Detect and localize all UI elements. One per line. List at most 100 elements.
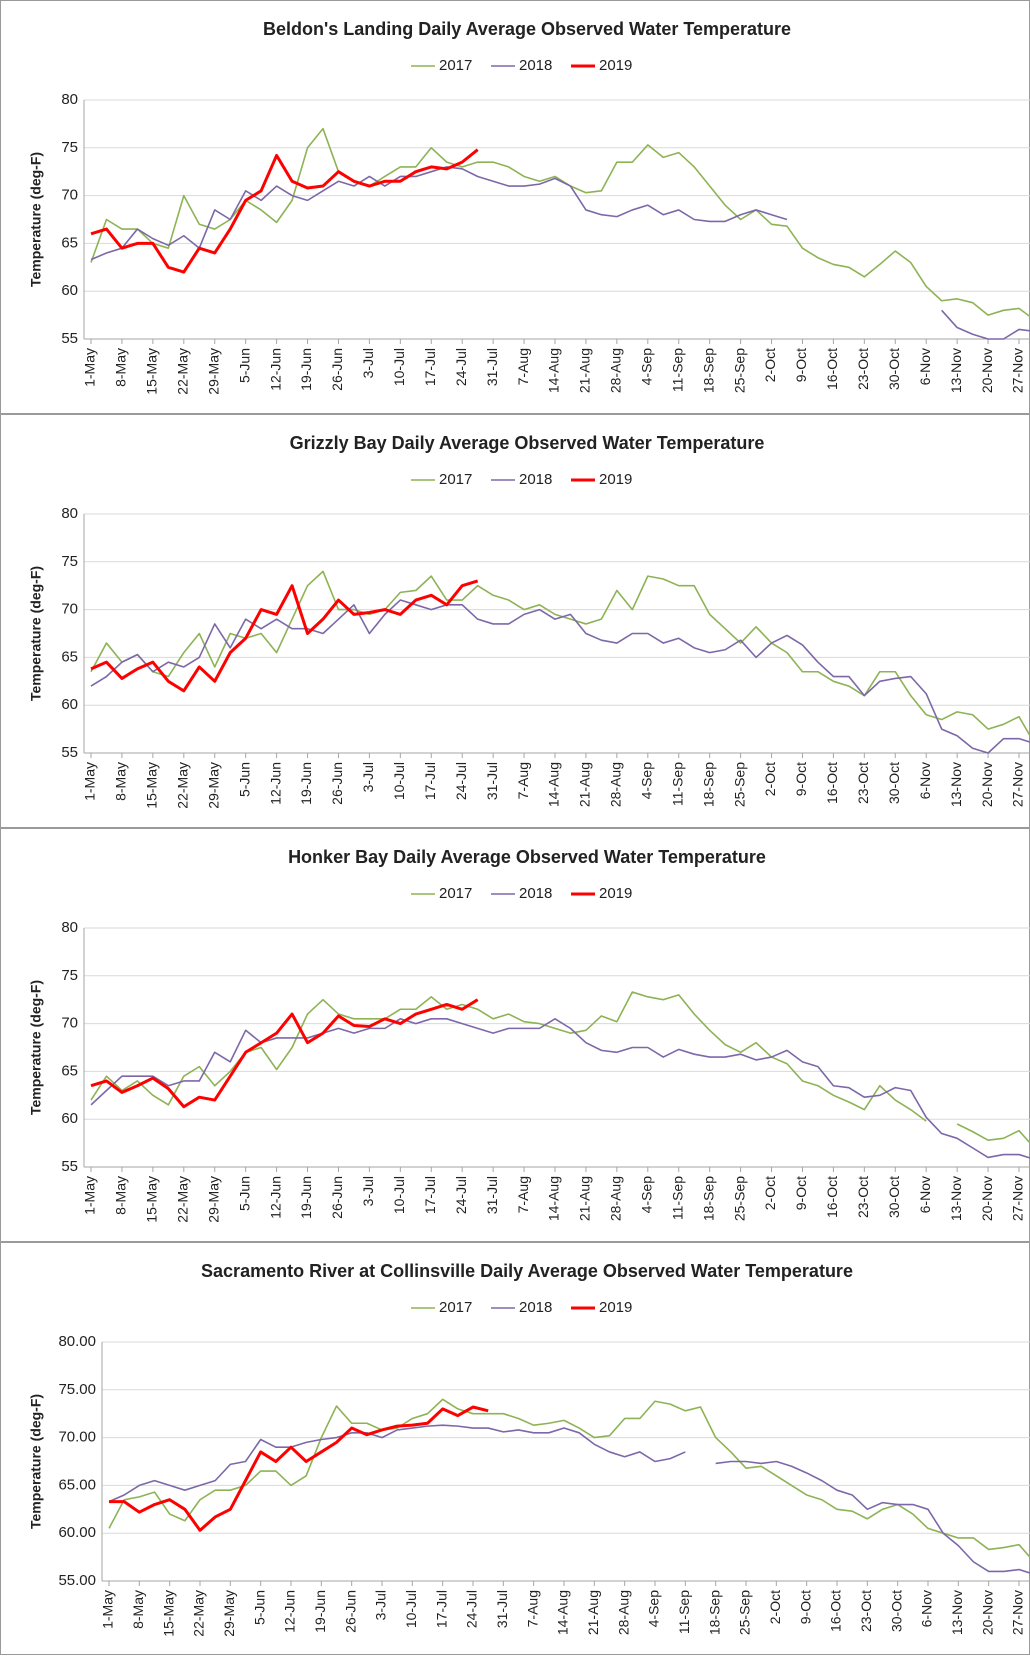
legend-label: 2017 — [439, 1299, 472, 1316]
x-tick-label: 11-Sep — [676, 1590, 692, 1634]
x-tick-label: 29-May — [221, 1590, 237, 1637]
y-tick-label: 65 — [61, 234, 78, 251]
y-axis-title: Temperature (deg-F) — [28, 566, 44, 701]
x-tick-label: 18-Sep — [700, 762, 716, 807]
x-tick-label: 19-Jun — [298, 762, 314, 805]
x-tick-label: 22-May — [175, 348, 191, 395]
x-tick-label: 6-Nov — [917, 762, 933, 799]
x-tick-label: 6-Nov — [919, 1590, 935, 1627]
y-axis-title: Temperature (deg-F) — [28, 980, 44, 1115]
x-tick-label: 8-May — [113, 762, 129, 801]
y-tick-label: 55 — [61, 330, 78, 347]
x-tick-label: 20-Nov — [979, 1590, 995, 1635]
y-tick-label: 65 — [61, 1062, 78, 1079]
x-tick-label: 19-Jun — [298, 1176, 314, 1219]
x-tick-label: 26-Jun — [329, 348, 345, 391]
x-tick-label: 15-May — [144, 348, 160, 395]
x-tick-label: 31-Jul — [484, 762, 500, 800]
legend-label: 2019 — [599, 885, 632, 902]
x-tick-label: 29-May — [205, 1176, 221, 1223]
series-line — [91, 167, 1030, 339]
x-tick-label: 23-Oct — [855, 348, 871, 390]
x-tick-label: 10-Jul — [391, 348, 407, 386]
x-tick-label: 7-Aug — [515, 348, 531, 385]
x-tick-label: 29-May — [205, 348, 221, 395]
x-tick-label: 31-Jul — [494, 1590, 510, 1628]
x-tick-label: 27-Nov — [1010, 762, 1026, 807]
x-tick-label: 24-Jul — [464, 1590, 480, 1628]
x-tick-label: 30-Oct — [888, 1590, 904, 1632]
x-tick-label: 5-Jun — [236, 1176, 252, 1211]
x-tick-label: 9-Oct — [793, 1176, 809, 1210]
x-tick-label: 23-Oct — [855, 762, 871, 804]
chart-panel: Beldon's Landing Daily Average Observed … — [1, 1, 1030, 414]
y-tick-label: 60 — [61, 1110, 78, 1127]
x-tick-label: 18-Sep — [706, 1590, 722, 1635]
x-tick-label: 9-Oct — [793, 762, 809, 796]
series-line — [91, 600, 1030, 753]
x-tick-label: 12-Jun — [267, 348, 283, 391]
x-tick-label: 25-Sep — [731, 762, 747, 807]
x-tick-label: 7-Aug — [524, 1590, 540, 1627]
x-tick-label: 18-Sep — [700, 348, 716, 393]
x-tick-label: 16-Oct — [824, 1176, 840, 1218]
x-tick-label: 4-Sep — [639, 348, 655, 386]
x-tick-label: 24-Jul — [453, 348, 469, 386]
x-tick-label: 17-Jul — [433, 1590, 449, 1628]
y-tick-label: 80 — [61, 505, 78, 522]
x-tick-label: 15-May — [160, 1590, 176, 1637]
x-tick-label: 1-May — [82, 1176, 98, 1215]
y-tick-label: 65 — [61, 648, 78, 665]
y-axis-title: Temperature (deg-F) — [28, 1394, 44, 1529]
y-tick-label: 60 — [61, 696, 78, 713]
x-tick-label: 12-Jun — [267, 1176, 283, 1219]
x-tick-label: 22-May — [191, 1590, 207, 1637]
x-tick-label: 23-Oct — [855, 1176, 871, 1218]
legend-label: 2017 — [439, 471, 472, 488]
legend-label: 2019 — [599, 57, 632, 74]
y-tick-label: 75 — [61, 553, 78, 570]
x-tick-label: 8-May — [113, 1176, 129, 1215]
legend-label: 2018 — [519, 57, 552, 74]
y-tick-label: 75.00 — [58, 1381, 96, 1398]
x-tick-label: 28-Aug — [615, 1590, 631, 1635]
x-tick-label: 13-Nov — [949, 1590, 965, 1635]
x-tick-label: 26-Jun — [329, 762, 345, 805]
y-tick-label: 75 — [61, 967, 78, 984]
x-tick-label: 1-May — [82, 348, 98, 387]
chart-title: Grizzly Bay Daily Average Observed Water… — [290, 433, 765, 453]
y-tick-label: 80 — [61, 91, 78, 108]
x-tick-label: 3-Jul — [360, 348, 376, 378]
y-tick-label: 80 — [61, 919, 78, 936]
legend-label: 2017 — [439, 57, 472, 74]
x-tick-label: 10-Jul — [391, 1176, 407, 1214]
y-tick-label: 55 — [61, 1158, 78, 1175]
x-tick-label: 3-Jul — [360, 762, 376, 792]
x-tick-label: 31-Jul — [484, 348, 500, 386]
series-line — [109, 1425, 1030, 1574]
y-tick-label: 55.00 — [58, 1572, 96, 1589]
y-tick-label: 65.00 — [58, 1476, 96, 1493]
x-tick-label: 17-Jul — [422, 1176, 438, 1214]
x-tick-label: 23-Oct — [858, 1590, 874, 1632]
x-tick-label: 20-Nov — [979, 348, 995, 393]
x-tick-label: 3-Jul — [360, 1176, 376, 1206]
x-tick-label: 11-Sep — [669, 762, 685, 806]
x-tick-label: 30-Oct — [886, 348, 902, 390]
legend-label: 2019 — [599, 1299, 632, 1316]
x-tick-label: 29-May — [205, 762, 221, 809]
y-tick-label: 70 — [61, 601, 78, 618]
x-tick-label: 12-Jun — [282, 1590, 298, 1633]
y-axis-title: Temperature (deg-F) — [28, 152, 44, 287]
chart-panel: Sacramento River at Collinsville Daily A… — [1, 1243, 1030, 1655]
y-tick-label: 60 — [61, 282, 78, 299]
y-tick-label: 60.00 — [58, 1524, 96, 1541]
x-tick-label: 1-May — [82, 762, 98, 801]
x-tick-label: 2-Oct — [762, 762, 778, 796]
y-tick-label: 75 — [61, 139, 78, 156]
x-tick-label: 14-Aug — [546, 1176, 562, 1221]
x-tick-label: 4-Sep — [646, 1590, 662, 1628]
x-tick-label: 28-Aug — [608, 1176, 624, 1221]
x-tick-label: 21-Aug — [577, 348, 593, 393]
